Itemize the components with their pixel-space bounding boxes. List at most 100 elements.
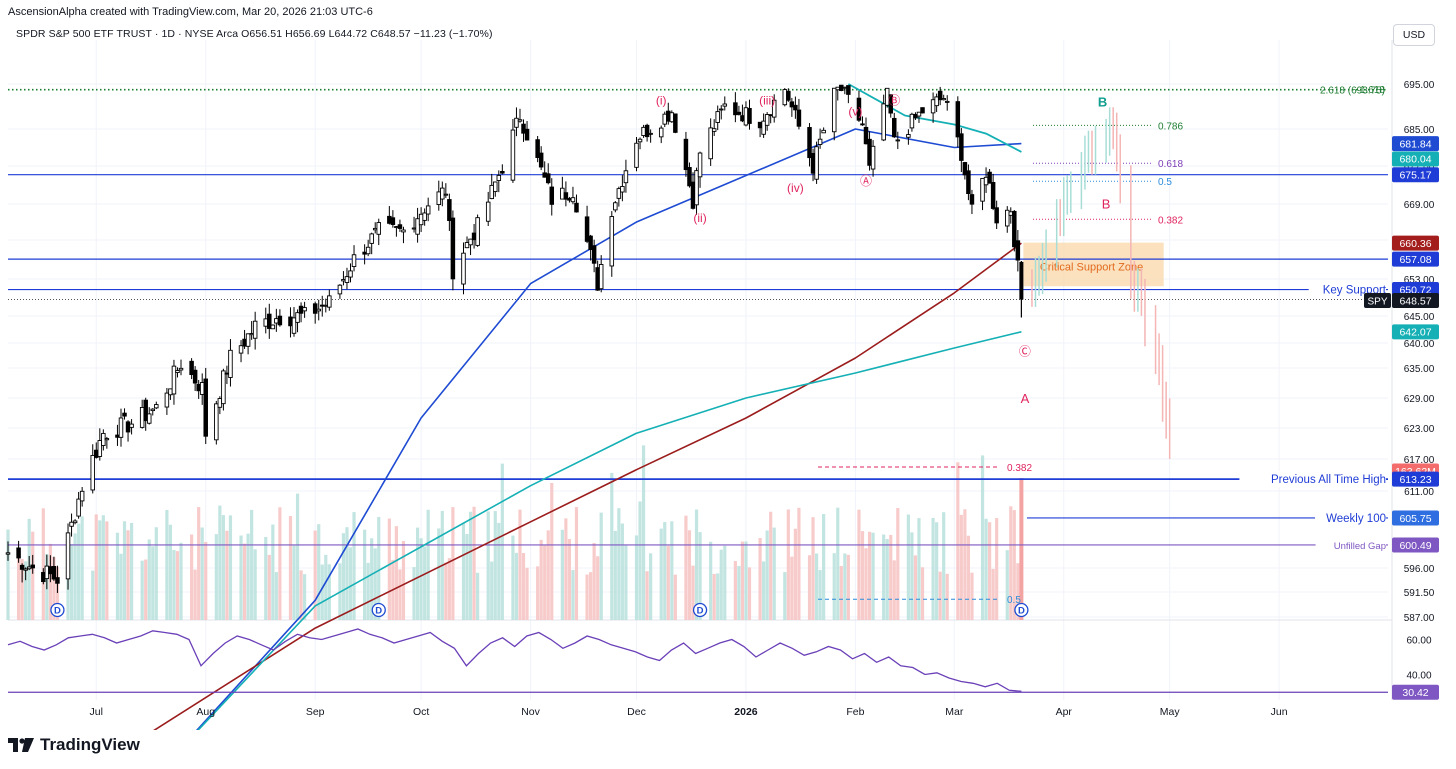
- dividend-marker[interactable]: [1014, 602, 1029, 618]
- volume-bar: [246, 533, 250, 620]
- candle-up: [221, 370, 226, 405]
- candle-down: [298, 305, 304, 314]
- price-chart[interactable]: Critical Support Zone Key SupportPreviou…: [0, 0, 1456, 730]
- volume-bar: [250, 509, 254, 620]
- candle-up: [708, 127, 713, 160]
- candle-up: [418, 213, 424, 226]
- volume-bar: [271, 524, 275, 620]
- candle-down: [740, 115, 745, 122]
- fib-projection-label: 0.5: [1158, 177, 1172, 188]
- candle-down: [990, 182, 996, 209]
- candle-up: [771, 99, 777, 118]
- volume-bar: [624, 545, 628, 620]
- volume-bar: [539, 539, 543, 620]
- candle-up: [376, 222, 381, 235]
- moving-average-line: [197, 331, 1022, 730]
- candle-up: [609, 216, 615, 267]
- tradingview-logo[interactable]: TradingView: [8, 735, 140, 755]
- candle-up: [146, 413, 152, 424]
- candle-down: [683, 138, 689, 171]
- fib-lower-label: 0.5: [1007, 595, 1021, 606]
- projection-candles: [1031, 107, 1171, 459]
- rsi-tag: 30.42: [1402, 687, 1428, 699]
- volume-bar: [20, 559, 24, 620]
- volume-bar: [373, 548, 377, 620]
- candle-up: [139, 407, 145, 428]
- volume-bar: [278, 507, 282, 620]
- candle-up: [168, 388, 173, 396]
- wave-label: (i): [656, 93, 667, 107]
- candle-up: [249, 333, 254, 336]
- candle-up: [514, 117, 519, 128]
- candle-down: [673, 113, 678, 133]
- dividend-marker-label: D: [1018, 606, 1025, 617]
- candle-up: [623, 170, 629, 184]
- volume-bar: [560, 529, 564, 620]
- volume-bar: [885, 539, 889, 620]
- fib-top-label: 1.618: [1360, 85, 1385, 96]
- candle-down: [390, 217, 396, 225]
- candle-up: [415, 218, 420, 235]
- volume-bar: [288, 516, 293, 620]
- volume-bar: [193, 569, 197, 620]
- volume-bar: [984, 518, 988, 620]
- volume-bar: [786, 509, 790, 620]
- candle-down: [807, 127, 812, 159]
- volume-bar: [419, 538, 423, 620]
- candle-down: [860, 123, 865, 126]
- volume-bar: [1009, 506, 1013, 620]
- candle-down: [863, 126, 869, 145]
- currency-button[interactable]: USD: [1393, 24, 1435, 46]
- candle-up: [641, 126, 646, 136]
- candle-down: [757, 121, 763, 129]
- volume-bar: [320, 564, 324, 620]
- candle-up: [394, 226, 399, 228]
- candle-down: [196, 383, 201, 392]
- dividend-marker[interactable]: [50, 602, 65, 618]
- candle-down: [994, 207, 999, 224]
- price-tick-label: 653.00: [1404, 275, 1435, 286]
- volume-bar: [641, 445, 646, 620]
- ma-blue-tag-bg: [1392, 136, 1439, 152]
- ma-teal-tag: 642.07: [1399, 327, 1431, 339]
- volume-bar: [514, 552, 519, 620]
- candle-up: [291, 317, 297, 334]
- volume-bar: [423, 546, 427, 620]
- volume-bar: [313, 530, 317, 620]
- volume-bar: [165, 509, 169, 620]
- volume-bar: [412, 567, 416, 620]
- candle-up: [980, 177, 985, 202]
- volume-bar: [613, 530, 617, 620]
- candle-up: [228, 349, 233, 378]
- volume-bar: [995, 518, 999, 620]
- volume-bar: [846, 554, 850, 620]
- wave-label: Ⓐ: [860, 174, 872, 188]
- volume-bar: [218, 505, 222, 620]
- volume-bar: [543, 544, 547, 620]
- volume-bar: [945, 573, 949, 620]
- candle-up: [906, 134, 911, 138]
- level-tag: 613.23: [1399, 474, 1431, 486]
- symbol-legend[interactable]: SPDR S&P 500 ETF TRUST · 1D · NYSE Arca …: [16, 28, 493, 40]
- wave-label: (iv): [787, 181, 804, 195]
- volume-bar: [963, 509, 967, 620]
- level-label: Previous All Time High: [1271, 474, 1386, 486]
- volume-bar: [179, 542, 183, 620]
- dividend-marker[interactable]: [371, 602, 386, 618]
- ma-red-tag-bg: [1392, 235, 1439, 251]
- wave-label: (v): [848, 105, 862, 119]
- volume-bar: [264, 536, 268, 620]
- dividend-marker[interactable]: [692, 602, 708, 618]
- candle-up: [401, 229, 406, 233]
- time-axis[interactable]: Jul Aug Sep Oct Nov Dec 2026 Feb Mar Apr May Jun: [90, 706, 1288, 718]
- candle-up: [101, 432, 106, 446]
- volume-bar: [1012, 510, 1016, 620]
- volume-bar: [659, 528, 663, 620]
- wave-label: A: [1021, 391, 1030, 406]
- volume-bar: [747, 567, 752, 620]
- volume-bar: [634, 535, 639, 620]
- volume-bar: [518, 509, 522, 620]
